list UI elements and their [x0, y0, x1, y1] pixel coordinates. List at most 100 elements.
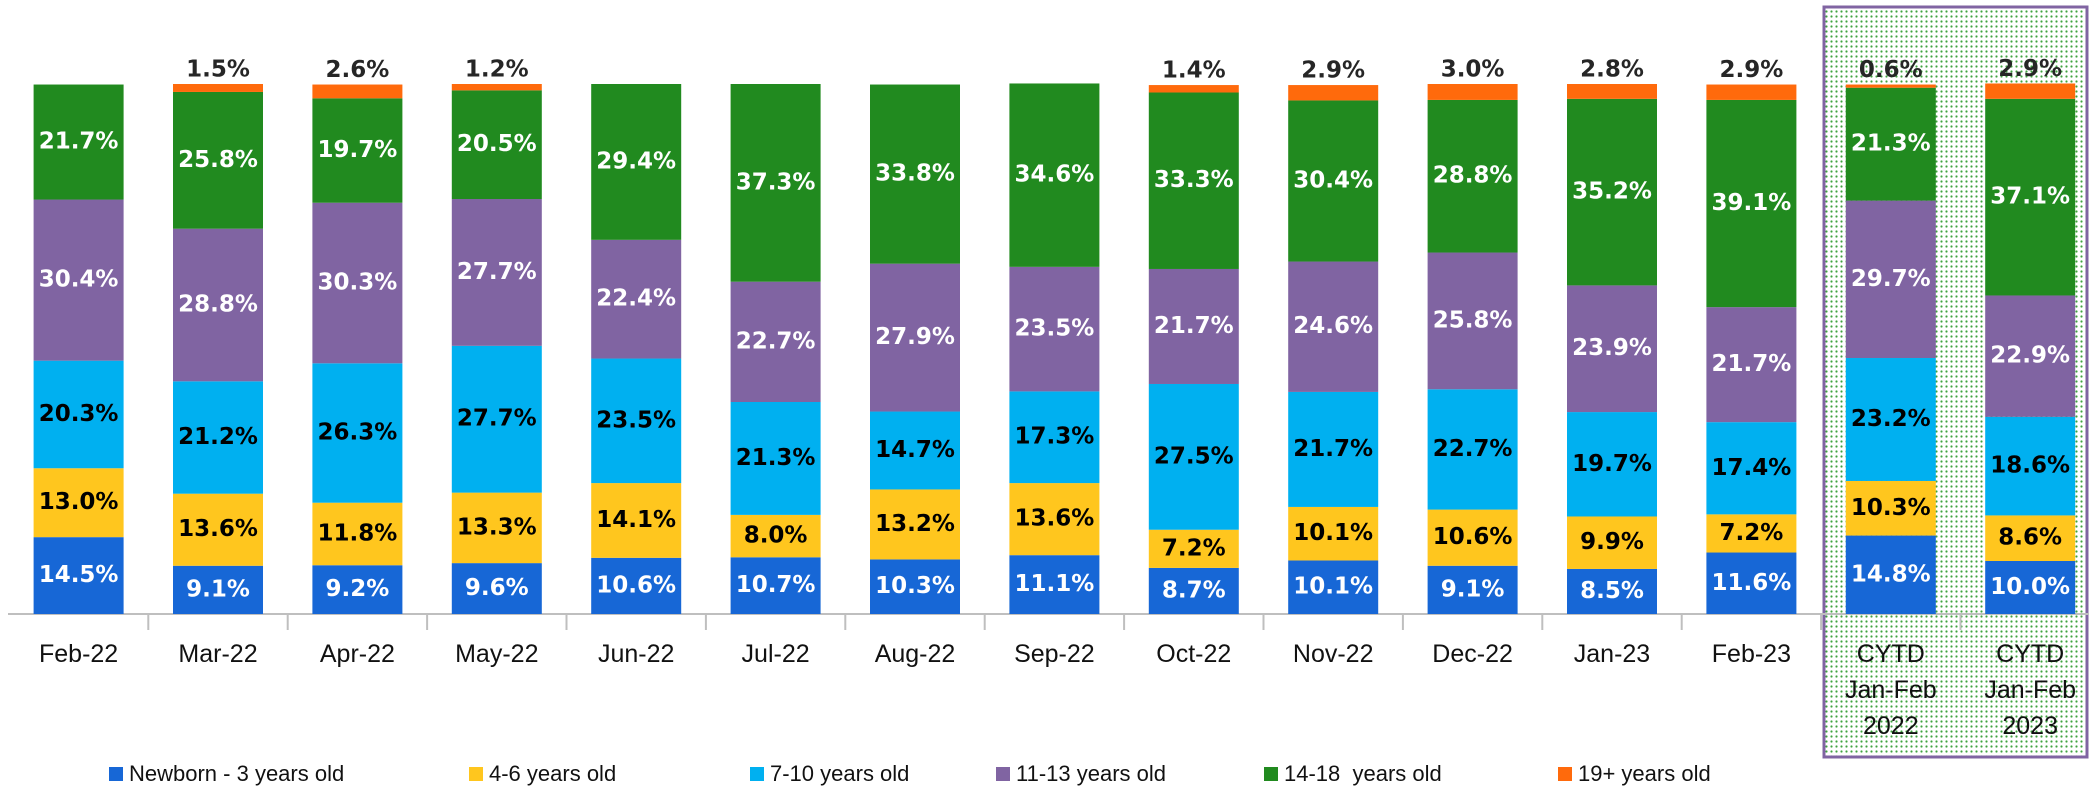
data-label: 24.6% — [1293, 313, 1373, 339]
data-label: 18.6% — [1990, 453, 2070, 479]
x-tick-label: Jul-22 — [741, 640, 810, 668]
data-label: 1.2% — [465, 57, 529, 83]
data-label: 2.6% — [326, 57, 390, 83]
legend-item: 11-13 years old — [996, 761, 1166, 787]
bar-segment — [870, 559, 960, 614]
data-label: 29.4% — [596, 148, 676, 174]
bar-segment — [1288, 85, 1379, 101]
bar-segment — [173, 565, 263, 614]
data-label: 21.2% — [178, 424, 258, 450]
legend-item: 19+ years old — [1558, 761, 1711, 787]
bar-segment — [1706, 514, 1797, 553]
legend-item: Newborn - 3 years old — [109, 761, 344, 787]
data-label: 33.3% — [1154, 167, 1234, 193]
bar-segment — [1427, 84, 1518, 100]
data-label: 35.2% — [1572, 179, 1652, 205]
bar-segment — [173, 84, 263, 92]
data-label: 23.5% — [1015, 316, 1095, 342]
data-label: 3.0% — [1441, 57, 1505, 83]
bar-segment — [1985, 515, 2076, 561]
data-label: 2.9% — [1998, 56, 2062, 82]
data-label: 11.1% — [1015, 571, 1095, 597]
data-label: 7.2% — [1720, 520, 1784, 546]
bar-segment — [1288, 100, 1379, 262]
data-label: 21.7% — [39, 129, 119, 155]
data-label: 11.6% — [1712, 570, 1792, 596]
data-label: 22.7% — [1433, 436, 1513, 462]
bar-segment — [1148, 268, 1239, 384]
data-label: 9.1% — [186, 576, 250, 602]
bar-segment — [1845, 87, 1936, 201]
bar-segment — [1009, 266, 1100, 392]
data-label: 23.9% — [1572, 335, 1652, 361]
data-label: 25.8% — [1433, 307, 1513, 333]
legend-swatch — [996, 767, 1010, 781]
data-label: 14.1% — [596, 507, 676, 533]
x-tick-label: Feb-22 — [38, 640, 119, 668]
bar-segment — [591, 84, 682, 240]
bar-segment — [312, 84, 403, 99]
bar-segment — [1845, 480, 1936, 536]
data-label: 27.9% — [875, 324, 955, 350]
bar-segment — [870, 84, 960, 264]
bar-segment — [173, 228, 263, 382]
bar-segment — [1427, 389, 1518, 510]
legend-item: 14-18 years old — [1264, 761, 1442, 787]
data-label: 22.9% — [1990, 343, 2070, 369]
legend-item: 4-6 years old — [469, 761, 616, 787]
bar-segment — [730, 514, 821, 558]
data-label: 20.3% — [39, 401, 119, 427]
bar-segment — [1567, 568, 1657, 614]
bar-segment — [1288, 261, 1379, 392]
data-label: 23.5% — [596, 407, 676, 433]
x-tick-label: CYTD Jan-Feb 2023 — [1984, 640, 2077, 740]
data-label: 27.5% — [1154, 443, 1234, 469]
bar-segment — [33, 468, 124, 538]
data-label: 13.2% — [875, 511, 955, 537]
bar-segment — [1427, 252, 1518, 390]
bar-segment — [591, 557, 682, 614]
data-label: 30.4% — [1293, 167, 1373, 193]
data-label: 23.2% — [1851, 406, 1931, 432]
data-label: 2.8% — [1580, 57, 1644, 83]
data-label: 21.3% — [736, 445, 816, 471]
bar-segment — [1009, 483, 1100, 556]
bar-segment — [1148, 383, 1239, 530]
data-label: 37.1% — [1990, 184, 2070, 210]
bar-segment — [1706, 307, 1797, 423]
data-label: 19.7% — [1572, 451, 1652, 477]
legend-swatch — [1264, 767, 1278, 781]
data-label: 13.6% — [178, 516, 258, 542]
bar-segment — [870, 263, 960, 412]
bar-segment — [33, 537, 124, 614]
bar-segment — [1845, 200, 1936, 359]
x-tick-label: Apr-22 — [319, 640, 395, 668]
data-label: 28.8% — [178, 292, 258, 318]
data-label: 14.5% — [39, 562, 119, 588]
data-label: 34.6% — [1015, 162, 1095, 188]
bar-segment — [591, 483, 682, 558]
bar-segment — [451, 492, 542, 564]
data-label: 9.1% — [1441, 576, 1505, 602]
bar-segment — [173, 493, 263, 566]
legend-label: 19+ years old — [1578, 761, 1711, 786]
bar-segment — [1009, 391, 1100, 484]
bar-segment — [1845, 84, 1936, 88]
bar-segment — [312, 363, 403, 503]
bar-segment — [1427, 99, 1518, 253]
bar-segment — [1148, 85, 1239, 93]
bar-segment — [312, 98, 403, 203]
data-label: 17.4% — [1712, 455, 1792, 481]
bar-segment — [870, 411, 960, 490]
bar-segment — [1706, 84, 1797, 100]
data-label: 19.7% — [318, 137, 398, 163]
bar-segment — [730, 84, 821, 282]
bar-segment — [1009, 83, 1100, 267]
data-label: 13.0% — [39, 489, 119, 515]
data-label: 21.7% — [1293, 436, 1373, 462]
legend-label: 14-18 years old — [1284, 761, 1442, 786]
bar-segment — [591, 358, 682, 484]
legend-swatch — [469, 767, 483, 781]
x-tick-label: Jan-23 — [1573, 640, 1651, 668]
